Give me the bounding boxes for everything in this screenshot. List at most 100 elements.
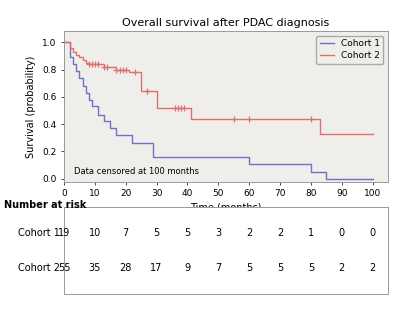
Cohort 2 xyxy=(247,117,252,121)
Point xyxy=(116,67,123,72)
Y-axis label: Survival (probability): Survival (probability) xyxy=(26,55,36,158)
Cohort 1 xyxy=(136,141,140,145)
Cohort 1 xyxy=(142,141,147,145)
Text: 1: 1 xyxy=(308,228,314,238)
Cohort 2 xyxy=(89,62,94,66)
Cohort 2 xyxy=(139,90,144,93)
Cohort 1 xyxy=(89,105,94,108)
Cohort 2 xyxy=(92,62,97,66)
Cohort 2 xyxy=(99,62,104,66)
Title: Overall survival after PDAC diagnosis: Overall survival after PDAC diagnosis xyxy=(122,18,330,28)
X-axis label: Time (months): Time (months) xyxy=(190,202,262,212)
Cohort 1 xyxy=(86,98,91,101)
Cohort 1 xyxy=(71,62,76,66)
Text: Cohort 1: Cohort 1 xyxy=(18,228,60,238)
Text: 35: 35 xyxy=(89,263,101,273)
Text: 7: 7 xyxy=(215,263,222,273)
Cohort 1 xyxy=(117,133,122,137)
Cohort 1 xyxy=(293,162,298,166)
Cohort 2 xyxy=(117,68,122,71)
Cohort 1 xyxy=(185,155,190,159)
Text: 2: 2 xyxy=(370,263,376,273)
Cohort 1 xyxy=(154,155,159,159)
Cohort 1 xyxy=(68,55,72,59)
Cohort 2 xyxy=(176,106,180,110)
Cohort 1 xyxy=(96,113,100,116)
Cohort 2 xyxy=(154,106,159,110)
Cohort 2 xyxy=(308,117,313,121)
Cohort 1 xyxy=(120,133,125,137)
Cohort 2 xyxy=(145,90,150,93)
Point xyxy=(308,116,314,121)
Cohort 1 xyxy=(170,155,174,159)
Cohort 2 xyxy=(173,106,178,110)
Cohort 1 xyxy=(145,141,150,145)
Point xyxy=(113,67,120,72)
Cohort 2 xyxy=(105,65,110,69)
Cohort 2 xyxy=(182,106,187,110)
Cohort 1 xyxy=(99,113,104,116)
Text: Data censored at 100 months: Data censored at 100 months xyxy=(74,167,199,176)
Cohort 1 xyxy=(105,120,110,123)
Cohort 1 xyxy=(65,40,70,44)
Text: 5: 5 xyxy=(154,228,160,238)
Cohort 1 xyxy=(370,177,375,181)
Cohort 2 xyxy=(74,53,79,56)
Point xyxy=(86,62,92,67)
Cohort 2 xyxy=(114,68,119,71)
Text: 0: 0 xyxy=(370,228,376,238)
Cohort 2 xyxy=(157,106,162,110)
Cohort 2 xyxy=(151,90,156,93)
Point xyxy=(92,62,98,67)
Point xyxy=(172,105,178,110)
Text: 19: 19 xyxy=(58,228,70,238)
Cohort 1 xyxy=(324,177,329,181)
Cohort 2 xyxy=(65,40,70,44)
Cohort 1 xyxy=(278,162,282,166)
Cohort 2 xyxy=(170,106,174,110)
Cohort 1 xyxy=(111,126,116,130)
Cohort 2 xyxy=(123,68,128,71)
Text: 3: 3 xyxy=(215,228,221,238)
Point xyxy=(132,70,138,75)
Cohort 2 xyxy=(102,65,106,69)
Cohort 1 xyxy=(126,133,131,137)
Text: 2: 2 xyxy=(246,228,252,238)
Cohort 1 xyxy=(83,91,88,95)
Text: 5: 5 xyxy=(277,263,283,273)
Cohort 2 xyxy=(126,70,131,74)
Cohort 2 xyxy=(83,61,88,64)
Cohort 2 xyxy=(86,62,91,66)
Cohort 2 xyxy=(96,62,100,66)
Cohort 1 xyxy=(77,76,82,80)
Cohort 2 xyxy=(62,40,66,44)
Cohort 1 xyxy=(231,155,236,159)
Cohort 2 xyxy=(164,106,168,110)
Text: 55: 55 xyxy=(58,263,70,273)
Cohort 1 xyxy=(108,126,113,130)
Point xyxy=(181,105,188,110)
Point xyxy=(246,116,252,121)
Cohort 1 xyxy=(139,141,144,145)
Cohort 1 xyxy=(80,84,85,88)
Point xyxy=(120,67,126,72)
Text: 5: 5 xyxy=(308,263,314,273)
Cohort 2 xyxy=(160,106,165,110)
Cohort 2 xyxy=(111,65,116,69)
Cohort 1 xyxy=(151,155,156,159)
Cohort 1 xyxy=(92,105,97,108)
Cohort 1 xyxy=(123,133,128,137)
Cohort 2 xyxy=(166,106,171,110)
Cohort 1 xyxy=(74,69,79,73)
Line: Cohort 2: Cohort 2 xyxy=(64,42,372,134)
Point xyxy=(88,62,95,67)
Text: Cohort 2: Cohort 2 xyxy=(18,263,60,273)
Cohort 2 xyxy=(188,117,193,121)
Text: 2: 2 xyxy=(277,228,283,238)
Point xyxy=(144,89,150,94)
Text: 17: 17 xyxy=(150,263,163,273)
Text: 0: 0 xyxy=(339,228,345,238)
Text: 9: 9 xyxy=(184,263,190,273)
Cohort 2 xyxy=(71,50,76,54)
Cohort 2 xyxy=(179,106,184,110)
